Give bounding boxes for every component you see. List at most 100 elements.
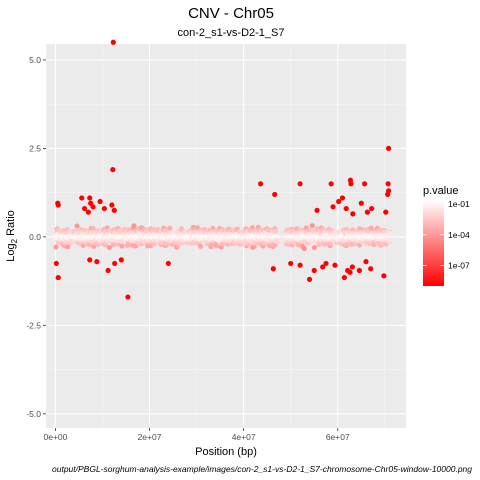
outlier-point (272, 191, 278, 198)
outlier-point (112, 260, 118, 267)
plot-panel (46, 39, 406, 428)
legend-tick-label: 1e-04 (448, 230, 470, 240)
outlier-point (110, 39, 116, 45)
outlier-point (341, 274, 347, 281)
outlier-point (356, 267, 363, 274)
chart-subtitle: con-2_s1-vs-D2-1_S7 (178, 27, 285, 39)
outlier-point (364, 209, 371, 215)
data-point (126, 242, 132, 248)
legend: p.value 1e-01 1e-04 1e-07 (423, 185, 470, 286)
plot-caption: output/PBGL-sorghum-analysis-example/ima… (52, 464, 472, 474)
outlier-point (358, 200, 364, 206)
outlier-point (110, 167, 116, 173)
y-tick-label: -2.5 (26, 320, 41, 330)
data-point (214, 243, 220, 249)
x-tick-label: 0e+00 (43, 432, 67, 442)
data-point (309, 223, 315, 229)
outlier-point (332, 262, 338, 268)
data-point (387, 231, 393, 237)
outlier-point (369, 205, 375, 212)
x-tick-label: 6e+07 (326, 432, 350, 442)
data-point (65, 244, 71, 250)
outlier-point (336, 198, 342, 205)
outlier-point (385, 181, 391, 187)
outlier-point (363, 259, 369, 265)
data-point (274, 238, 280, 244)
outlier-point (257, 181, 264, 187)
y-tick-label: -5.0 (26, 409, 41, 419)
data-point (301, 246, 307, 252)
outlier-point (297, 262, 303, 268)
y-tick-label: 0.0 (29, 232, 41, 242)
data-point (106, 245, 112, 251)
outlier-point (343, 205, 349, 212)
outlier-point (288, 260, 294, 267)
y-tick-label: 5.0 (29, 55, 41, 65)
outlier-point (101, 205, 107, 212)
x-axis-title: Position (bp) (195, 446, 257, 458)
outlier-point (297, 181, 303, 187)
outlier-point (97, 198, 103, 205)
outlier-point (328, 181, 334, 187)
outlier-point (79, 195, 85, 201)
outlier-point (105, 267, 111, 274)
y-axis-title-tail: Ratio (5, 210, 17, 239)
outlier-point (87, 195, 93, 201)
outlier-point (368, 266, 374, 272)
outlier-point (125, 294, 131, 300)
outlier-point (381, 273, 387, 279)
outlier-point (385, 145, 392, 152)
outlier-point (90, 204, 96, 210)
outlier-point (314, 207, 320, 213)
data-point (74, 223, 80, 229)
x-tick-label: 2e+07 (138, 432, 162, 442)
outlier-point (306, 276, 313, 282)
data-point (311, 245, 317, 251)
outlier-point (55, 274, 61, 281)
data-point (131, 223, 137, 229)
outlier-point (348, 181, 354, 187)
outlier-point (55, 202, 61, 208)
legend-ticks: 1e-01 1e-04 1e-07 (423, 199, 470, 271)
outlier-point (85, 209, 91, 215)
legend-tick-label: 1e-01 (448, 199, 470, 209)
outlier-point (109, 202, 115, 208)
outlier-point (349, 264, 355, 270)
x-tick-label: 4e+07 (232, 432, 256, 442)
outlier-point (270, 266, 276, 272)
outlier-point (385, 191, 391, 198)
outlier-point (330, 204, 336, 210)
data-point (368, 225, 374, 231)
data-point (194, 225, 200, 231)
outlier-point (111, 207, 117, 213)
outlier-point (118, 257, 124, 263)
data-point (387, 237, 393, 243)
outlier-point (383, 209, 389, 215)
outlier-point (339, 195, 346, 201)
y-axis: 5.0 2.5 0.0 -2.5 -5.0 (26, 55, 46, 419)
outlier-point (53, 260, 59, 267)
data-point (198, 243, 204, 249)
legend-title: p.value (423, 185, 458, 197)
y-tick-label: 2.5 (29, 143, 41, 153)
outlier-point (350, 211, 356, 217)
outlier-point (347, 269, 353, 275)
data-point (119, 243, 125, 249)
y-axis-title-main: Log (5, 243, 17, 261)
outlier-point (323, 260, 329, 267)
data-point (53, 244, 59, 250)
outlier-point (311, 267, 317, 274)
legend-colorbar (423, 200, 444, 286)
legend-tick-label: 1e-07 (448, 261, 470, 271)
data-point (133, 243, 139, 249)
y-axis-title: Log2 Ratio (5, 210, 19, 262)
outlier-point (81, 205, 88, 212)
outlier-point (361, 181, 368, 187)
chart-title: CNV - Chr05 (188, 5, 274, 22)
x-axis: 0e+00 2e+07 4e+07 6e+07 (43, 428, 350, 442)
outlier-point (94, 259, 100, 265)
data-points (53, 39, 393, 300)
data-point (167, 225, 173, 231)
outlier-point (165, 260, 171, 267)
